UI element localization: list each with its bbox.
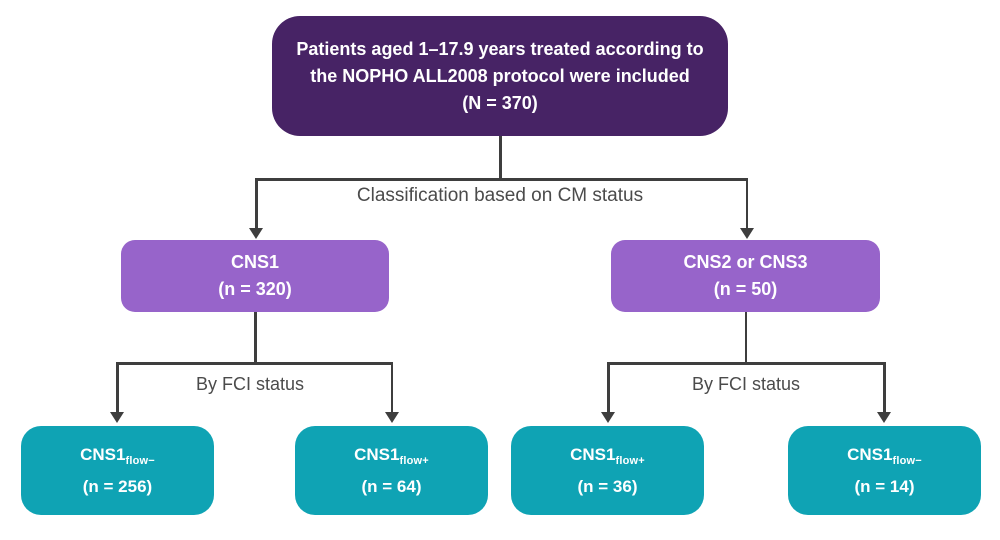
connector-line	[745, 178, 748, 229]
cns2-cns3-box-title: CNS2 or CNS3	[683, 252, 808, 272]
connector-line	[255, 178, 747, 181]
box-title-base: CNS1	[354, 445, 400, 464]
root-box-text-line2: the NOPHO ALL2008 protocol were included	[310, 65, 690, 86]
box-title: CNS1flow−	[80, 442, 155, 474]
connector-line	[255, 178, 258, 229]
cns1-flow-neg-box-1: CNS1flow− (n = 256)	[21, 426, 214, 515]
box-title: CNS1flow−	[847, 442, 922, 474]
cns1-flow-pos-box-1: CNS1flow+ (n = 64)	[295, 426, 488, 515]
cns1-box-title: CNS1	[230, 252, 279, 272]
box-title: CNS1flow+	[354, 442, 429, 474]
root-box-count: (N = 370)	[462, 92, 538, 113]
connector-line	[254, 312, 257, 364]
arrowhead-icon	[110, 412, 124, 423]
cns1-box: CNS1 (n = 320)	[121, 240, 389, 312]
box-count: (n = 36)	[577, 477, 638, 496]
cm-classification-label: Classification based on CM status	[356, 185, 644, 206]
arrowhead-icon	[601, 412, 615, 423]
cns2-cns3-box-count: (n = 50)	[713, 279, 778, 299]
cns1-flow-pos-box-2: CNS1flow+ (n = 36)	[511, 426, 704, 515]
connector-line	[607, 362, 885, 365]
arrowhead-icon	[877, 412, 891, 423]
fci-status-label-right: By FCI status	[691, 374, 801, 394]
root-box-text-line1: Patients aged 1–17.9 years treated accor…	[296, 38, 704, 59]
box-title-base: CNS1	[570, 445, 616, 464]
box-count: (n = 14)	[854, 477, 915, 496]
arrowhead-icon	[384, 412, 399, 423]
cns1-flow-neg-box-2: CNS1flow− (n = 14)	[788, 426, 981, 515]
box-title-subscript: flow+	[615, 455, 645, 467]
box-title-subscript: flow+	[399, 455, 429, 467]
connector-line	[883, 362, 886, 413]
box-title-subscript: flow−	[892, 455, 922, 467]
connector-line	[499, 136, 502, 179]
fci-status-label-left: By FCI status	[195, 374, 305, 394]
arrowhead-icon	[739, 228, 754, 239]
connector-line	[390, 362, 393, 413]
connector-line	[116, 362, 393, 365]
arrowhead-icon	[249, 228, 263, 239]
box-title: CNS1flow+	[570, 442, 645, 474]
connector-line	[116, 362, 119, 413]
root-box: Patients aged 1–17.9 years treated accor…	[272, 16, 728, 136]
box-count: (n = 64)	[361, 477, 422, 496]
box-title-base: CNS1	[847, 445, 893, 464]
box-count: (n = 256)	[82, 477, 153, 496]
box-title-subscript: flow−	[125, 455, 155, 467]
box-title-base: CNS1	[80, 445, 126, 464]
connector-line	[744, 312, 747, 364]
connector-line	[607, 362, 610, 413]
cns1-box-count: (n = 320)	[218, 279, 292, 299]
cns2-cns3-box: CNS2 or CNS3 (n = 50)	[611, 240, 880, 312]
